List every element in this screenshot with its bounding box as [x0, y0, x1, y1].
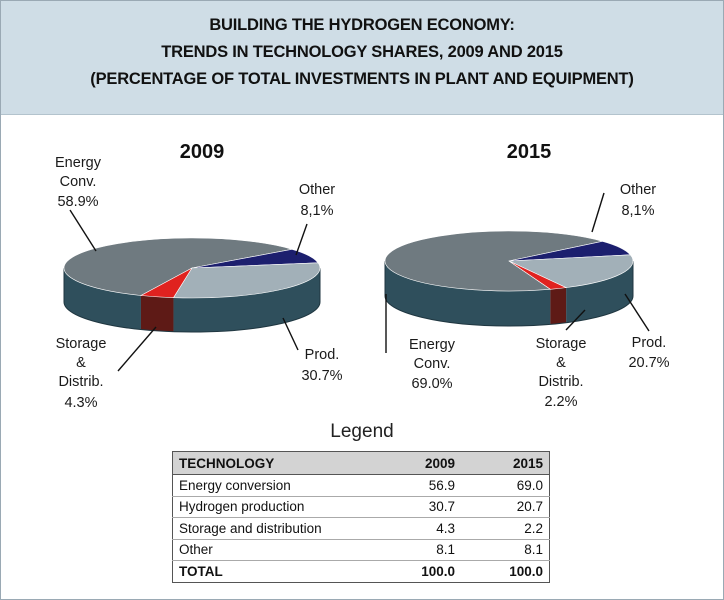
- pie-2015-leader-storage: [565, 309, 586, 331]
- pie-2009-label-storage-value: 4.3%: [64, 395, 97, 411]
- row-2009-value: 4.3: [383, 517, 461, 540]
- figure-header: BUILDING THE HYDROGEN ECONOMY: TRENDS IN…: [1, 1, 723, 115]
- row-2015-value: 69.0: [461, 474, 550, 497]
- legend-header-row: TECHNOLOGY 2009 2015: [172, 451, 550, 475]
- pie-2015-label-storage-name-c: Distrib.: [538, 374, 583, 390]
- row-label: Storage and distribution: [172, 517, 383, 540]
- table-row: Energy conversion 56.9 69.0: [172, 474, 550, 497]
- row-2015-value: 20.7: [461, 496, 550, 518]
- legend-title: Legend: [330, 421, 394, 442]
- pie-2015-side-prod: [566, 261, 633, 323]
- row-2015-value: 100.0: [509, 563, 543, 579]
- pie-2009-label-prod-name: Prod.: [305, 347, 340, 363]
- row-2009-value: 56.9: [383, 474, 461, 497]
- pie-2015-side-energy: [384, 261, 551, 327]
- pie-2009-leader-prod: [282, 317, 299, 351]
- pie-2015-leader-other: [591, 192, 605, 233]
- pie-2009-slice-storage: [139, 267, 193, 298]
- pie-2009-leader-storage: [117, 326, 157, 372]
- table-row: Storage and distribution 4.3 2.2: [172, 517, 550, 540]
- table-row: Hydrogen production 30.7 20.7: [172, 496, 550, 518]
- title-line-1: BUILDING THE HYDROGEN ECONOMY:: [209, 16, 515, 34]
- table-row: Other 8.1 8.1: [172, 539, 550, 561]
- pie-2015-label-other-value: 8,1%: [621, 203, 654, 219]
- pie-2009-leader-energy: [69, 209, 97, 252]
- row-2009-value: 100.0: [421, 563, 455, 579]
- pie-2009-label-energy-value: 58.9%: [57, 194, 98, 210]
- row-2009-value: 8.1: [383, 539, 461, 561]
- pie-2009-label-energy-name-b: Conv.: [60, 174, 97, 190]
- pie-2009-leader-other: [295, 223, 308, 256]
- row-label: TOTAL: [179, 563, 223, 579]
- pie-2015-year: 2015: [507, 141, 552, 163]
- title-line-3: (PERCENTAGE OF TOTAL INVESTMENTS IN PLAN…: [90, 70, 634, 88]
- pie-2015-label-energy-name-a: Energy: [409, 337, 456, 353]
- table-row-total: TOTAL 100.0 100.0: [173, 561, 550, 583]
- pie-2009-label-other-value: 8,1%: [300, 203, 333, 219]
- row-2009-value: 30.7: [383, 496, 461, 518]
- pie-2015-label-storage-name-b: &: [556, 355, 566, 371]
- pie-2009-side-storage: [140, 295, 174, 332]
- pie-2009-label-other-name: Other: [299, 182, 335, 198]
- row-2015-value: 2.2: [461, 517, 550, 540]
- pie-2009-side-energy: [64, 268, 141, 330]
- pie-2015-label-energy-value: 69.0%: [411, 376, 452, 392]
- legend-col-technology: TECHNOLOGY: [172, 451, 383, 475]
- pie-2015-label-prod-name: Prod.: [632, 335, 667, 351]
- row-label: Hydrogen production: [172, 496, 383, 518]
- legend-col-2009: 2009: [383, 451, 461, 475]
- row-2015-value: 8.1: [461, 539, 550, 561]
- pie-2015-slice-prod: [508, 254, 634, 288]
- pie-2009-label-energy-name-a: Energy: [55, 155, 102, 171]
- pie-2009-outline: [63, 268, 321, 333]
- pie-2009-year: 2009: [180, 141, 225, 163]
- pie-2009: Energy Conv. 58.9% Other 8,1% Prod. 30.7% Stora…: [55, 155, 343, 411]
- pie-2015-slice-energy: [384, 230, 603, 292]
- pie-2015-side-storage: [550, 287, 567, 325]
- pie-charts: Energy Conv. 58.9% Other 8,1% Prod. 30.7% Stora…: [55, 141, 670, 411]
- legend-col-2015: 2015: [461, 451, 550, 475]
- pie-2015-label-other-name: Other: [620, 182, 656, 198]
- pie-2009-slice-energy: [63, 237, 293, 296]
- pie-2015-slice-storage: [508, 260, 568, 290]
- row-label: Other: [172, 539, 383, 561]
- pie-2015-label-prod-value: 20.7%: [628, 355, 669, 371]
- pie-2009-label-prod-value: 30.7%: [301, 368, 342, 384]
- pie-2015-label-energy-name-b: Conv.: [414, 356, 451, 372]
- title-line-2: TRENDS IN TECHNOLOGY SHARES, 2009 AND 20…: [161, 43, 563, 61]
- pie-2009-side-prod: [173, 268, 320, 332]
- pie-2009-label-storage-name-a: Storage: [56, 336, 107, 352]
- pie-2009-label-storage-name-b: &: [76, 355, 86, 371]
- pie-2009-slice-prod: [172, 262, 321, 299]
- pie-2015-label-storage-value: 2.2%: [544, 394, 577, 410]
- row-label: Energy conversion: [172, 474, 383, 497]
- pie-2015-label-storage-name-a: Storage: [536, 336, 587, 352]
- legend-table: TECHNOLOGY 2009 2015 Energy conversion 5…: [172, 451, 550, 583]
- pie-2015: Energy Conv. 69.0% Other 8,1% Prod. 20.7% Stora…: [384, 182, 670, 410]
- pie-2009-label-storage-name-c: Distrib.: [58, 374, 103, 390]
- pie-2015-outline: [384, 261, 634, 327]
- pie-2015-leader-prod: [624, 293, 650, 332]
